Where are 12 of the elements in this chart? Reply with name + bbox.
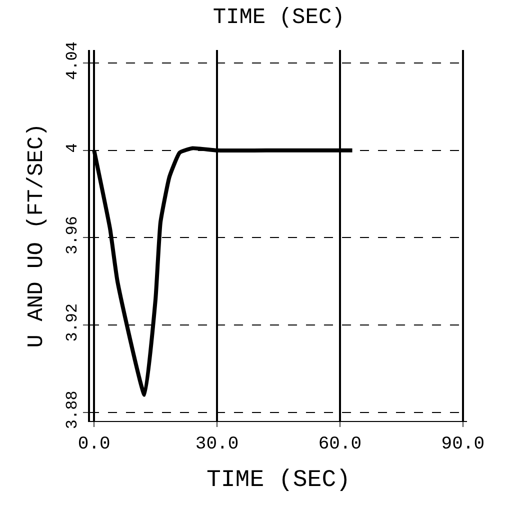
y-tick-label: 4.04 (64, 41, 82, 80)
y-tick-label: 3.92 (64, 303, 82, 342)
x-tick-label: 60.0 (318, 434, 362, 455)
y-tick-label: 4 (64, 143, 82, 153)
x-tick-label: 90.0 (441, 434, 485, 455)
y-tick-label: 3.96 (64, 216, 82, 254)
x-axis-title: TIME (SEC) (206, 466, 351, 494)
y-axis-title: U AND UO (FT/SEC) (24, 123, 49, 348)
y-tick-label: 3.88 (64, 390, 82, 430)
x-tick-label: 30.0 (195, 434, 239, 455)
x-tick-label: 0.0 (78, 434, 110, 455)
chart-title: TIME (SEC) (212, 5, 345, 30)
